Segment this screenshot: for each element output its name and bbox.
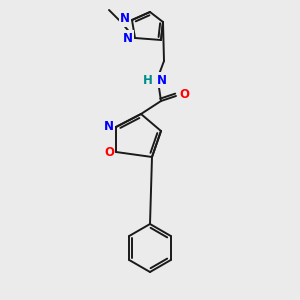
Text: O: O — [104, 146, 114, 158]
Text: O: O — [179, 88, 189, 100]
Text: N: N — [104, 121, 114, 134]
Text: H: H — [143, 74, 153, 86]
Text: N: N — [157, 74, 167, 86]
Text: N: N — [120, 13, 130, 26]
Text: N: N — [123, 32, 133, 44]
